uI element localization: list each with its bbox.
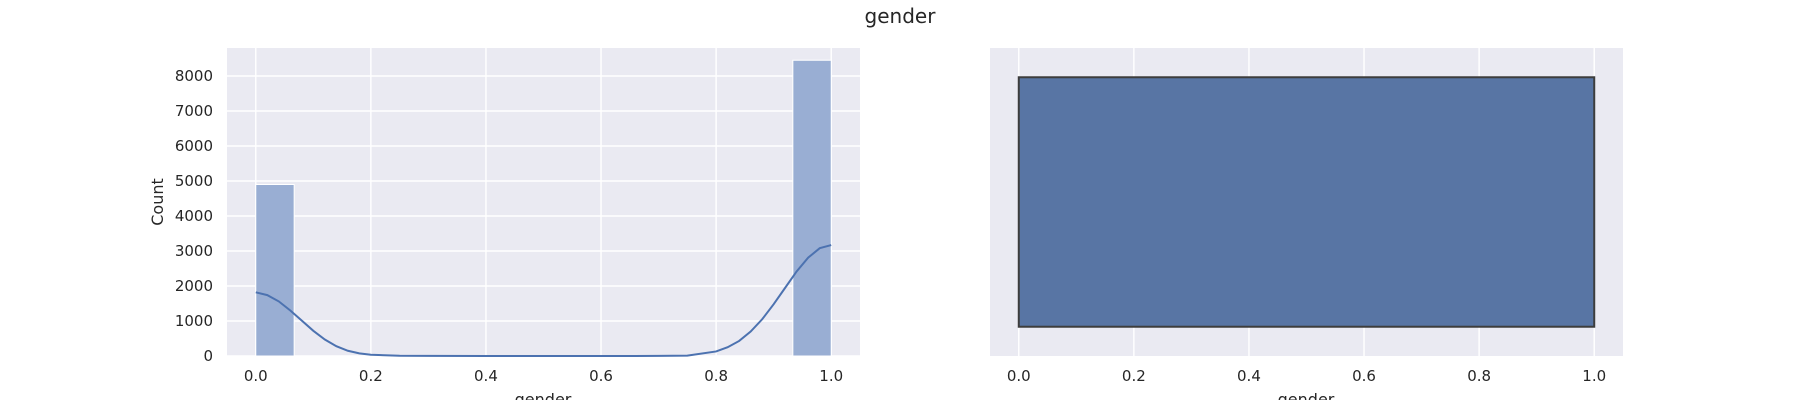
boxplot-x-tick-labels: 0.0 0.2 0.4 0.6 0.8 1.0 xyxy=(1007,367,1606,385)
y-tick-label: 2000 xyxy=(175,277,213,295)
box xyxy=(1017,76,1596,328)
histogram-x-axis-label: gender xyxy=(515,390,572,400)
x-tick-label: 0.4 xyxy=(1237,367,1261,385)
kde-curve xyxy=(255,244,832,357)
y-tick-label: 0 xyxy=(203,347,213,365)
x-tick-label: 0.0 xyxy=(1007,367,1031,385)
histogram-bar xyxy=(255,184,295,357)
y-tick-label: 5000 xyxy=(175,172,213,190)
x-tick-label: 0.8 xyxy=(1467,367,1491,385)
x-tick-label: 0.2 xyxy=(359,367,383,385)
x-tick-label: 0.6 xyxy=(1352,367,1376,385)
y-tick-label: 7000 xyxy=(175,102,213,120)
histogram-y-tick-labels: 0 1000 2000 3000 4000 5000 6000 7000 8000 xyxy=(175,67,213,365)
x-tick-label: 1.0 xyxy=(819,367,843,385)
x-tick-label: 0.4 xyxy=(474,367,498,385)
x-tick-label: 1.0 xyxy=(1582,367,1606,385)
y-tick-label: 1000 xyxy=(175,312,213,330)
histogram-bars xyxy=(255,59,832,357)
x-tick-label: 0.6 xyxy=(589,367,613,385)
y-tick-label: 4000 xyxy=(175,207,213,225)
histogram-plot: 0.0 0.2 0.4 0.6 0.8 1.0 0 1000 2000 3000 4000 5000… xyxy=(148,48,860,400)
histogram-plot-area xyxy=(227,48,860,356)
histogram-bar xyxy=(792,59,832,357)
x-tick-label: 0.2 xyxy=(1122,367,1146,385)
y-tick-label: 8000 xyxy=(175,67,213,85)
boxplot-x-axis-label: gender xyxy=(1278,390,1335,400)
histogram-y-axis-label: Count xyxy=(148,178,167,226)
y-tick-label: 6000 xyxy=(175,137,213,155)
figure-title: gender xyxy=(865,4,937,28)
x-tick-label: 0.0 xyxy=(244,367,268,385)
boxplot-plot: 0.0 0.2 0.4 0.6 0.8 1.0 gender xyxy=(990,48,1623,400)
y-tick-label: 3000 xyxy=(175,242,213,260)
x-tick-label: 0.8 xyxy=(704,367,728,385)
histogram-x-tick-labels: 0.0 0.2 0.4 0.6 0.8 1.0 xyxy=(244,367,843,385)
